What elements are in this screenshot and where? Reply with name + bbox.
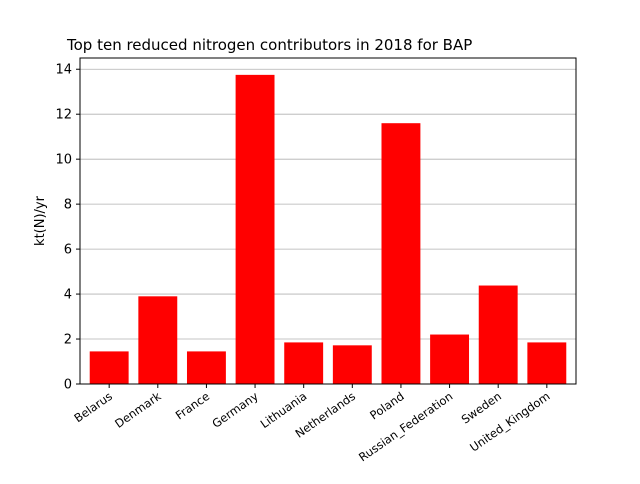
y-tick-label: 12 — [55, 108, 72, 123]
x-tick-label: Poland — [367, 389, 406, 422]
y-tick-label: 14 — [55, 63, 72, 78]
y-tick-label: 8 — [64, 198, 72, 213]
bar-united-kingdom — [527, 342, 567, 384]
x-tick-label: Denmark — [112, 389, 164, 431]
axes — [79, 57, 577, 385]
y-axis-ticks: 0 2 4 6 8 10 12 14 — [55, 63, 80, 393]
y-tick-label: 2 — [64, 333, 72, 348]
bar-netherlands — [332, 345, 372, 384]
bars — [89, 74, 567, 385]
y-tick-label: 6 — [64, 243, 72, 258]
x-tick-label: Belarus — [71, 389, 114, 425]
y-tick-label: 4 — [64, 288, 72, 303]
y-axis-label: kt(N)/yr — [33, 195, 48, 246]
bar-poland — [381, 123, 421, 384]
chart-title: Top ten reduced nitrogen contributors in… — [66, 36, 472, 54]
bar-belarus — [89, 351, 129, 384]
bar-denmark — [138, 296, 178, 384]
x-tick-label: Sweden — [459, 389, 504, 427]
bar-france — [186, 351, 226, 384]
x-tick-label: Germany — [209, 389, 260, 431]
bar-sweden — [478, 285, 518, 384]
bar-germany — [235, 74, 275, 385]
x-tick-label: France — [173, 389, 212, 422]
bar-lithuania — [284, 342, 324, 384]
bar-russian-federation — [430, 334, 470, 384]
y-tick-label: 0 — [64, 378, 72, 393]
x-tick-label: United_Kingdom — [467, 389, 552, 455]
plot-frame — [79, 57, 577, 385]
y-tick-label: 10 — [55, 153, 72, 168]
